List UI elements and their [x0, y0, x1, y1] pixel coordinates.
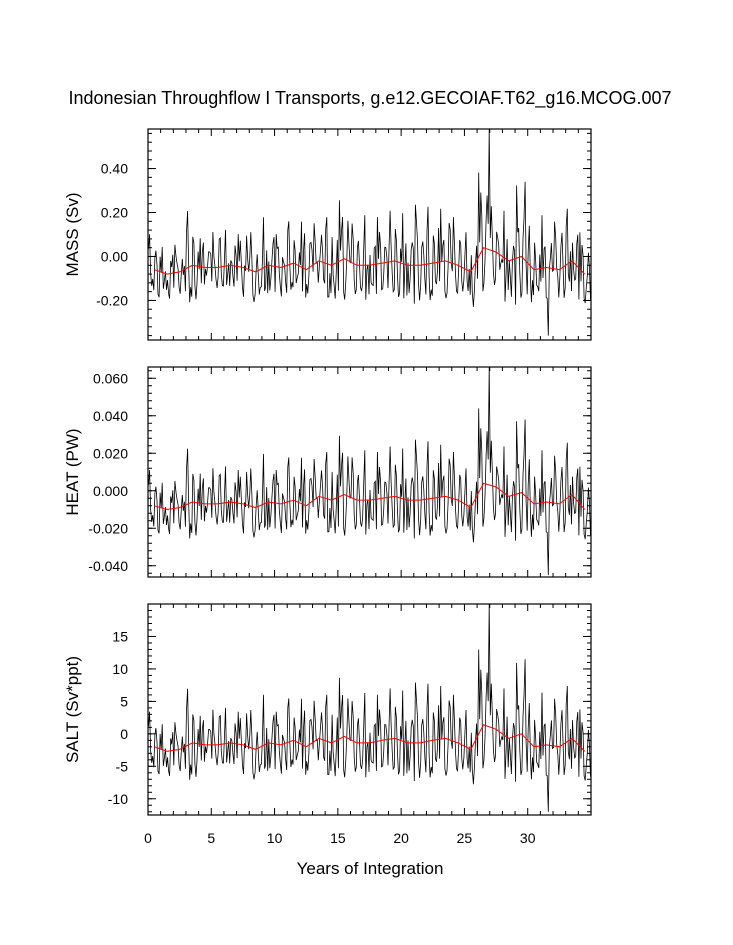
salt-y-tick-label: 5 [120, 693, 128, 709]
x-tick-label: 5 [207, 830, 215, 846]
mass-y-tick-label: -0.20 [96, 292, 128, 308]
salt-annual-mean-line [154, 724, 586, 752]
mass-panel: -0.20 0.00 0.20 0.40 MASS (Sv) [63, 128, 592, 341]
x-tick-label: 25 [457, 830, 473, 846]
mass-y-tick-label: 0.20 [101, 205, 128, 221]
mass-annual-mean-line [154, 247, 586, 275]
mass-y-tick-label: 0.00 [101, 248, 128, 264]
heat-panel: -0.040 -0.020 0.000 0.020 0.040 0.060 HEAT (PW… [63, 366, 592, 578]
salt-y-axis-label: SALT (Sv*ppt) [63, 656, 82, 763]
heat-y-tick-label: -0.020 [88, 520, 128, 536]
mass-y-tick-label: 0.40 [101, 161, 128, 177]
x-tick-label: 30 [520, 830, 536, 846]
salt-panel: -10 -5 0 5 10 15 SALT (Sv*ppt) 0 5 10 15 20 25 30 [63, 603, 592, 846]
heat-y-tick-label: 0.000 [93, 483, 128, 499]
heat-y-tick-label: -0.040 [88, 558, 128, 574]
heat-y-axis-label: HEAT (PW) [63, 428, 82, 515]
salt-monthly-series-line [148, 603, 591, 812]
heat-annual-mean-line [154, 482, 586, 511]
x-tick-label: 15 [330, 830, 346, 846]
heat-y-tick-label: 0.040 [93, 408, 128, 424]
heat-y-tick-label: 0.020 [93, 445, 128, 461]
mass-plot-frame [147, 128, 592, 341]
salt-y-tick-label: -5 [116, 758, 129, 774]
chart-title: Indonesian Throughflow I Transports, g.e… [69, 88, 672, 109]
x-tick-label: 0 [144, 830, 152, 846]
heat-monthly-series-line [148, 366, 591, 576]
heat-plot-frame [147, 366, 592, 578]
x-tick-label: 10 [267, 830, 283, 846]
salt-plot-frame [147, 603, 592, 816]
salt-y-tick-label: -10 [108, 791, 128, 807]
salt-y-tick-label: 15 [112, 628, 128, 644]
mass-y-axis-label: MASS (Sv) [63, 192, 82, 276]
salt-y-tick-label: 0 [120, 726, 128, 742]
heat-y-tick-label: 0.060 [93, 370, 128, 386]
x-axis-label: Years of Integration [297, 859, 444, 878]
x-tick-label: 20 [393, 830, 409, 846]
salt-y-tick-label: 10 [112, 661, 128, 677]
mass-monthly-series-line [148, 128, 591, 336]
